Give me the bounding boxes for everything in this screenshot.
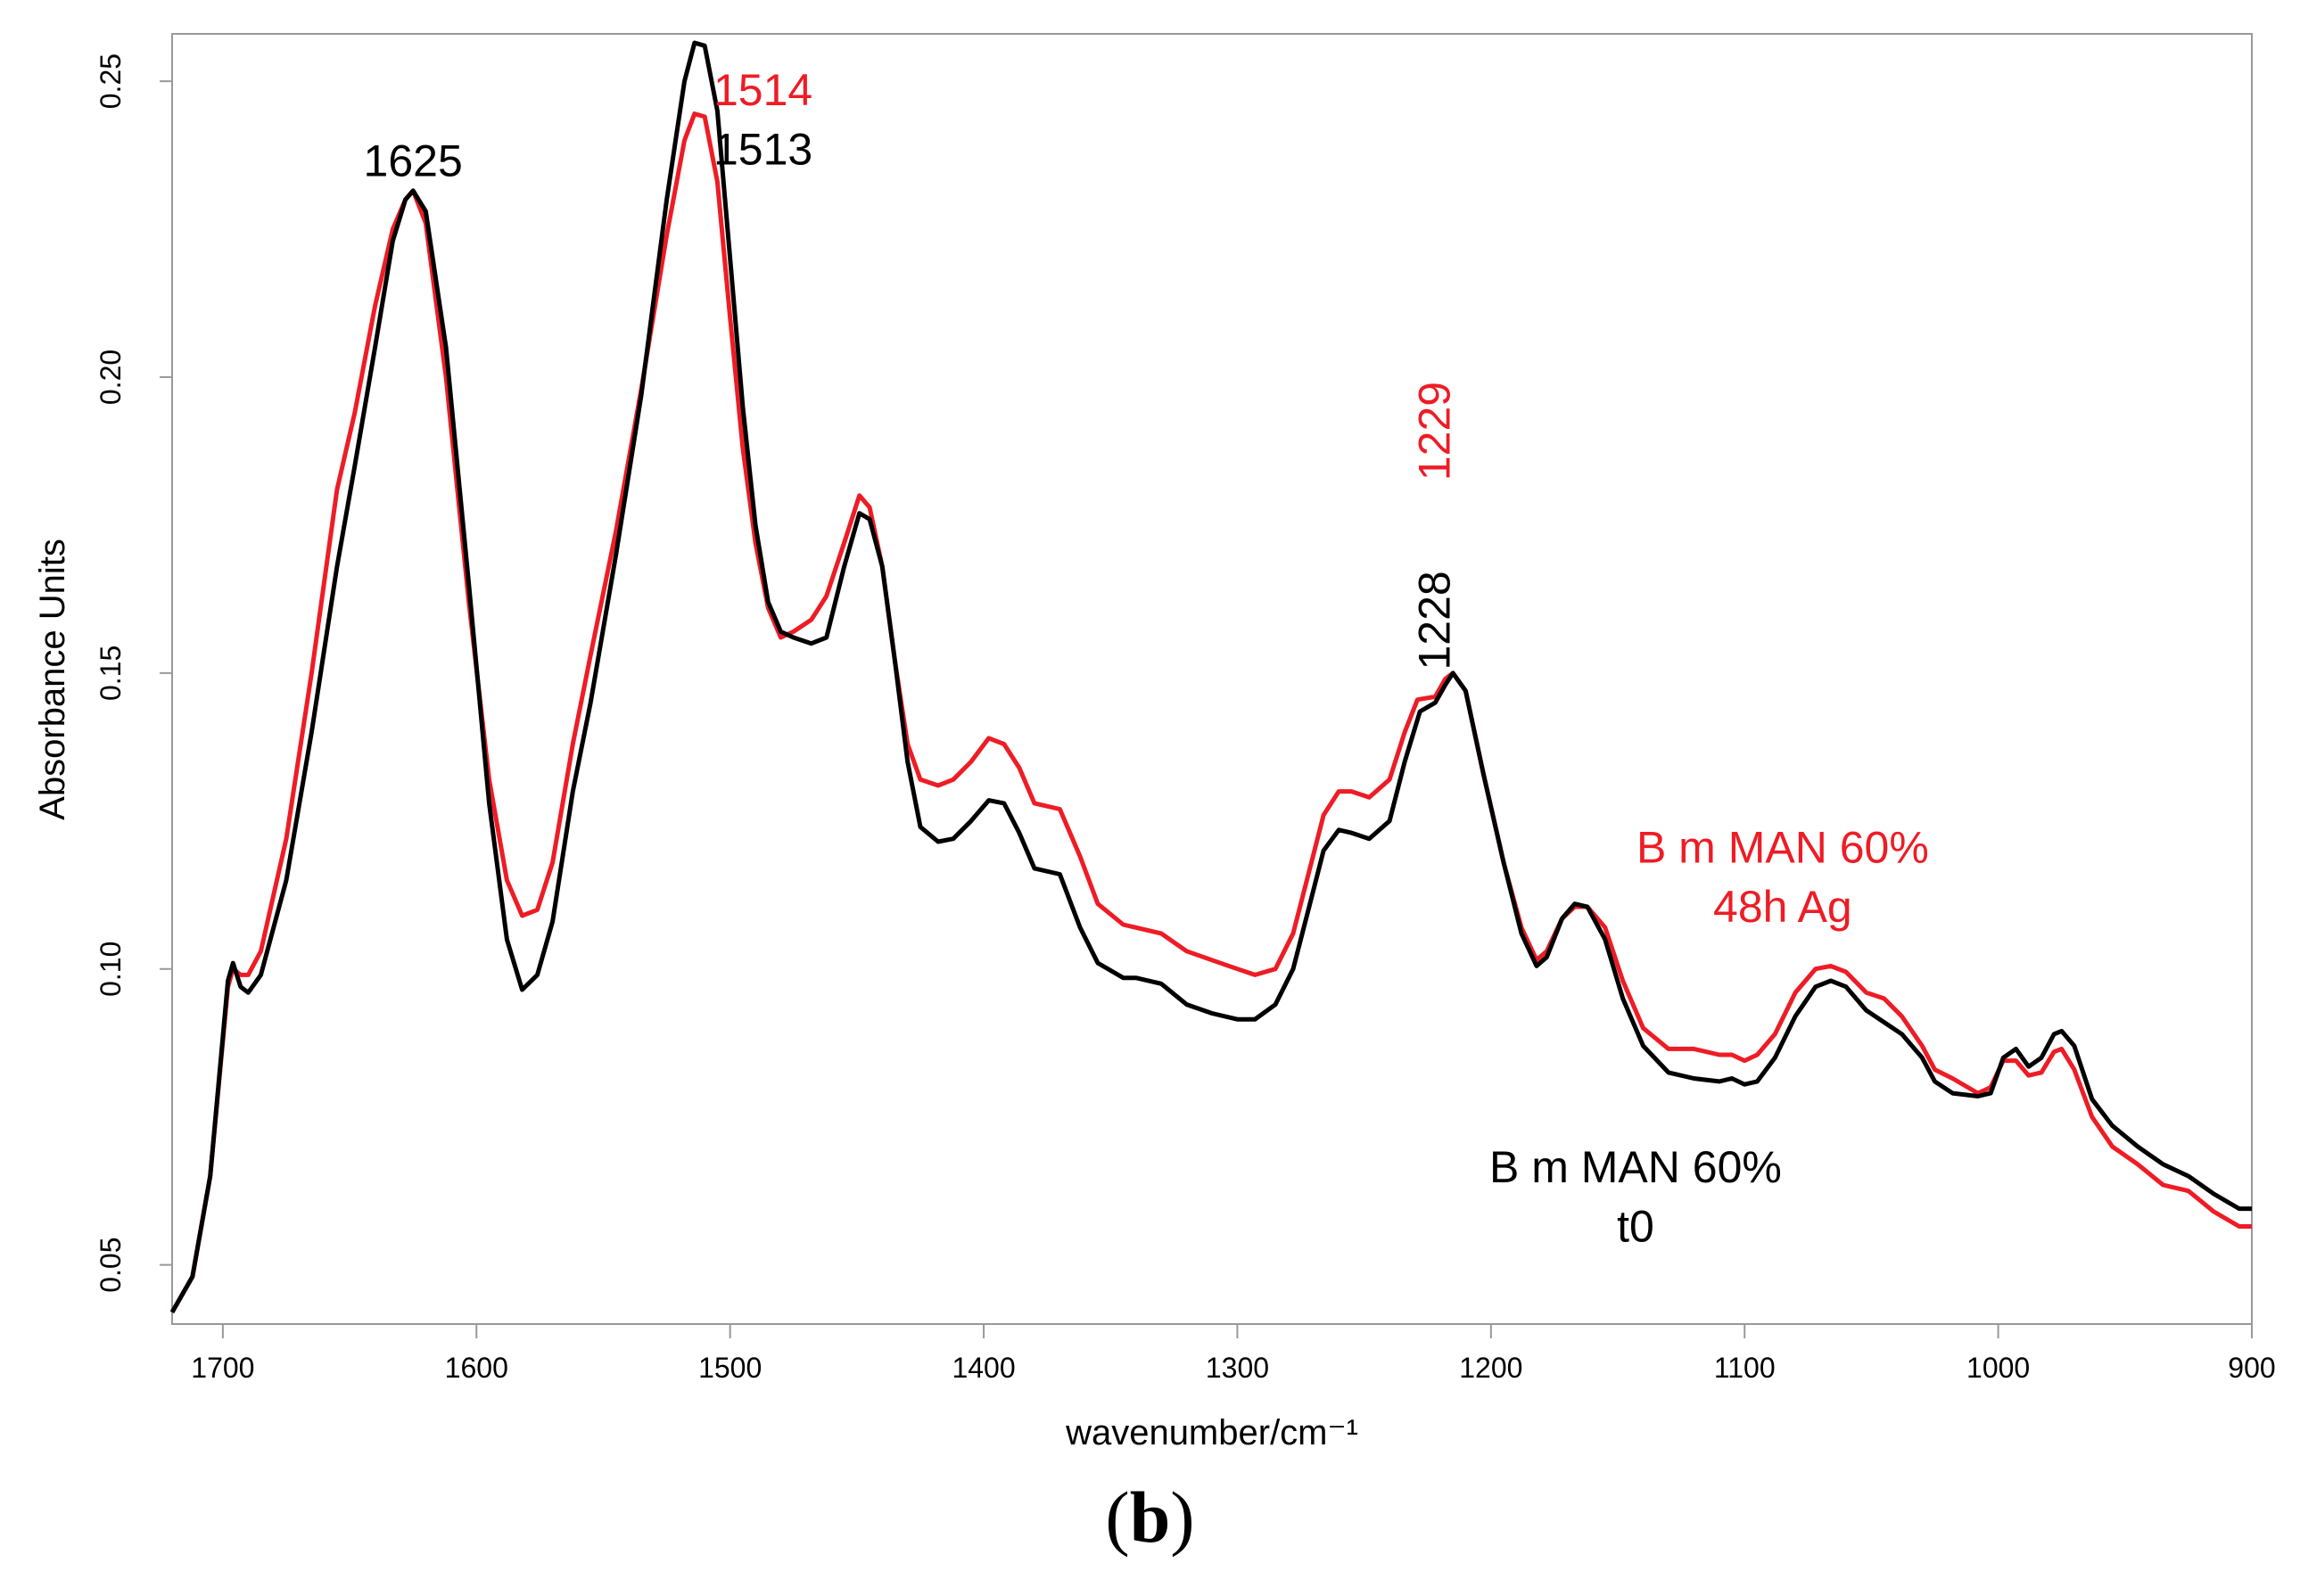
x-tick-label: 1700 [191,1352,254,1384]
y-axis-ticks: 0.05 0.10 0.15 0.20 0.25 [95,53,172,1293]
panel-label: (b) [0,1476,2300,1559]
ann-red-line2: 48h Ag [1713,882,1852,932]
series-line-48h-ag [169,111,2252,1313]
y-tick-label: 0.25 [95,53,127,109]
peak-annotations: 1625 1514 1513 1228 1229 B m MAN 60% 48h Ag B m… [364,65,1929,1251]
ann-black-line1: B m MAN 60% [1489,1142,1782,1192]
x-tick-label: 1300 [1206,1352,1269,1384]
y-tick-label: 0.20 [95,350,127,405]
x-tick-label: 1100 [1714,1352,1776,1384]
panel-label-open: ( [1105,1477,1130,1558]
y-tick-label: 0.10 [95,942,127,997]
series-line-t0 [169,40,2252,1313]
series-lines [169,40,2252,1313]
ann-1625: 1625 [364,136,463,186]
ann-1228: 1228 [1409,571,1459,670]
x-axis-label: wavenumber/cm⁻¹ [1065,1413,1358,1452]
x-axis-ticks: 1700 1600 1500 1400 1300 1200 1100 1000 900 [191,1324,2276,1384]
panel-label-close: ) [1170,1477,1195,1558]
x-tick-label: 900 [2228,1352,2275,1384]
y-axis-label: Absorbance Units [33,539,72,820]
x-tick-label: 1600 [445,1352,508,1384]
plot-frame [171,33,2253,1325]
ann-1514: 1514 [713,65,812,115]
ann-black-line2: t0 [1617,1201,1654,1251]
x-tick-label: 1500 [698,1352,762,1384]
ann-1513: 1513 [713,124,812,174]
x-tick-label: 1000 [1966,1352,2030,1384]
x-tick-label: 1200 [1459,1352,1522,1384]
y-tick-label: 0.15 [95,646,127,701]
x-tick-label: 1400 [952,1352,1015,1384]
y-tick-label: 0.05 [95,1237,127,1292]
ann-red-line1: B m MAN 60% [1636,823,1929,873]
ann-1229: 1229 [1409,382,1459,481]
panel-label-letter: b [1129,1477,1171,1558]
